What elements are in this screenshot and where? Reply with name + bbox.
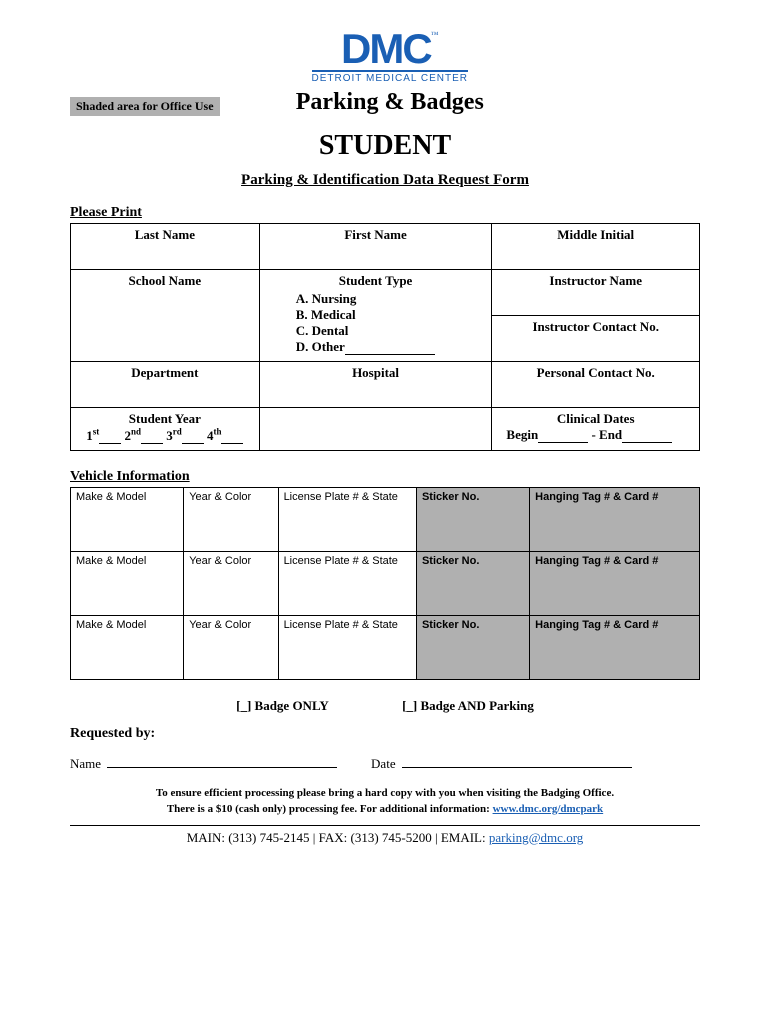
vehicle-info-label: Vehicle Information (70, 469, 700, 485)
footer-line1: To ensure efficient processing please br… (70, 786, 700, 801)
vehicle-table: Make & Model Year & Color License Plate … (70, 487, 700, 680)
clinical-dates-cell[interactable]: Clinical Dates Begin - End (492, 407, 700, 450)
sticker-cell: Sticker No. (416, 488, 529, 552)
date-blank[interactable] (402, 756, 632, 768)
office-use-label: Shaded area for Office Use (70, 97, 220, 116)
student-type-options: A. Nursing B. Medical C. Dental D. Other (296, 291, 486, 355)
table-row: School Name Student Type A. Nursing B. M… (71, 269, 700, 315)
table-row: Department Hospital Personal Contact No. (71, 361, 700, 407)
sticker-cell: Sticker No. (416, 616, 529, 680)
hanging-tag-cell: Hanging Tag # & Card # (530, 552, 700, 616)
last-name-cell[interactable]: Last Name (71, 223, 260, 269)
instructor-name-cell[interactable]: Instructor Name (492, 269, 700, 315)
hospital-cell[interactable]: Hospital (259, 361, 492, 407)
signature-row: Name Date (70, 756, 700, 772)
empty-cell (259, 407, 492, 450)
badge-and-parking-checkbox[interactable]: [_] Badge AND Parking (402, 698, 534, 713)
option-other[interactable]: D. Other (296, 339, 486, 355)
license-cell[interactable]: License Plate # & State (278, 552, 416, 616)
table-row: Make & Model Year & Color License Plate … (71, 488, 700, 552)
footer-line2: There is a $10 (cash only) processing fe… (70, 802, 700, 817)
option-medical[interactable]: B. Medical (296, 307, 486, 323)
year-color-cell[interactable]: Year & Color (184, 616, 278, 680)
requested-by-label: Requested by: (70, 726, 700, 742)
make-model-cell[interactable]: Make & Model (71, 488, 184, 552)
table-row: Student Year 1st 2nd 3rd 4th Clinical Da… (71, 407, 700, 450)
badge-options: [_] Badge ONLY [_] Badge AND Parking (70, 698, 700, 714)
email-link[interactable]: parking@dmc.org (489, 830, 583, 845)
name-blank[interactable] (107, 756, 337, 768)
footer-note: To ensure efficient processing please br… (70, 786, 700, 817)
first-name-cell[interactable]: First Name (259, 223, 492, 269)
option-dental[interactable]: C. Dental (296, 323, 486, 339)
year-options[interactable]: 1st 2nd 3rd 4th (86, 428, 243, 443)
student-type-cell[interactable]: Student Type A. Nursing B. Medical C. De… (259, 269, 492, 361)
logo-block: DMC™ DETROIT MEDICAL CENTER Parking & Ba… (240, 30, 540, 116)
middle-initial-cell[interactable]: Middle Initial (492, 223, 700, 269)
sticker-cell: Sticker No. (416, 552, 529, 616)
school-name-cell[interactable]: School Name (71, 269, 260, 361)
form-subtitle: Parking & Identification Data Request Fo… (70, 172, 700, 189)
instructor-contact-cell[interactable]: Instructor Contact No. (492, 315, 700, 361)
table-row: Last Name First Name Middle Initial (71, 223, 700, 269)
hanging-tag-cell: Hanging Tag # & Card # (530, 488, 700, 552)
date-label: Date (371, 756, 396, 772)
main-phone: (313) 745-2145 (228, 830, 309, 845)
name-label: Name (70, 756, 101, 772)
parking-badges-title: Parking & Badges (240, 89, 540, 116)
fax-phone: (313) 745-5200 (350, 830, 431, 845)
logo-tm: ™ (431, 30, 439, 39)
make-model-cell[interactable]: Make & Model (71, 616, 184, 680)
department-cell[interactable]: Department (71, 361, 260, 407)
student-year-cell[interactable]: Student Year 1st 2nd 3rd 4th (71, 407, 260, 450)
logo-main-row: DMC™ (240, 30, 540, 68)
other-blank[interactable] (345, 345, 435, 355)
year-color-cell[interactable]: Year & Color (184, 488, 278, 552)
logo-subtitle: DETROIT MEDICAL CENTER (312, 70, 468, 84)
student-type-label: Student Type (339, 273, 413, 288)
hanging-tag-cell: Hanging Tag # & Card # (530, 616, 700, 680)
contact-line: MAIN: (313) 745-2145 | FAX: (313) 745-52… (70, 825, 700, 846)
personal-contact-cell[interactable]: Personal Contact No. (492, 361, 700, 407)
table-row: Make & Model Year & Color License Plate … (71, 552, 700, 616)
please-print-label: Please Print (70, 205, 700, 221)
header-row: Shaded area for Office Use DMC™ DETROIT … (70, 30, 700, 116)
clinical-dates-fields[interactable]: Begin - End (506, 427, 693, 443)
license-cell[interactable]: License Plate # & State (278, 616, 416, 680)
option-nursing[interactable]: A. Nursing (296, 291, 486, 307)
make-model-cell[interactable]: Make & Model (71, 552, 184, 616)
info-link[interactable]: www.dmc.org/dmcpark (493, 803, 604, 815)
year-color-cell[interactable]: Year & Color (184, 552, 278, 616)
table-row: Make & Model Year & Color License Plate … (71, 616, 700, 680)
logo-dmc: DMC (341, 25, 431, 72)
student-title: STUDENT (70, 130, 700, 162)
license-cell[interactable]: License Plate # & State (278, 488, 416, 552)
identification-table: Last Name First Name Middle Initial Scho… (70, 223, 700, 451)
badge-only-checkbox[interactable]: [_] Badge ONLY (236, 698, 329, 713)
